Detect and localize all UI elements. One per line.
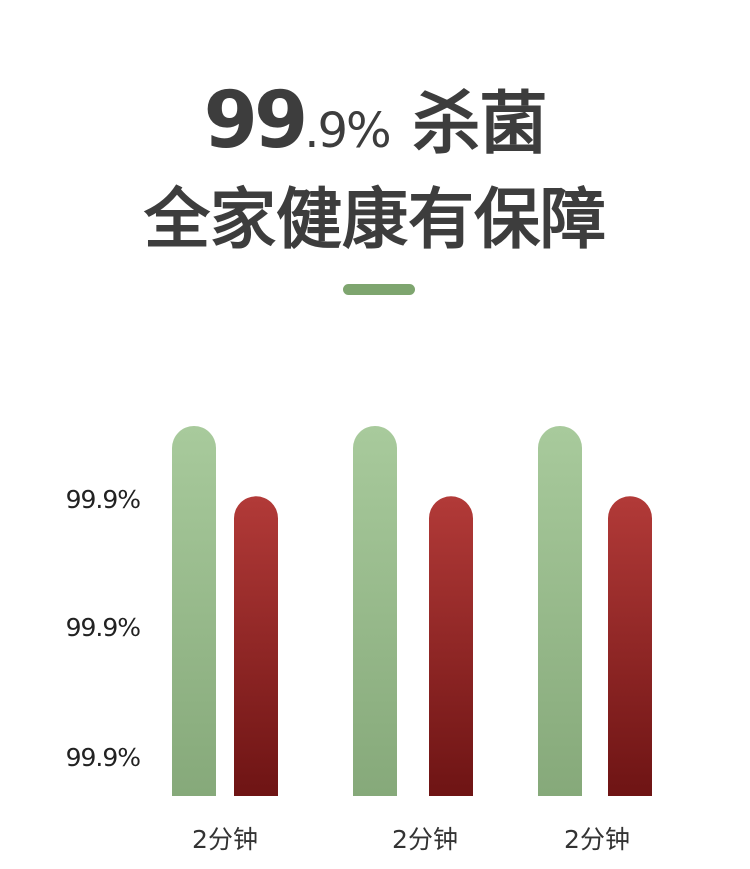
headline-suffix: 杀菌 (412, 85, 547, 164)
bar-series1-3 (538, 426, 582, 796)
x-category-label: 2分钟 (564, 825, 630, 854)
bar-series2-1 (234, 496, 278, 796)
y-tick-label: 99.9% (66, 613, 141, 642)
headline-title: 99.9% 杀菌 (0, 76, 750, 176)
headline-percent-main: 99 (203, 76, 309, 166)
headline-subtitle: 全家健康有保障 (144, 181, 606, 258)
divider (343, 284, 415, 295)
x-category-label: 2分钟 (192, 825, 258, 854)
headline-percent-rest: .9% (304, 103, 391, 159)
bar-series2-2 (429, 496, 473, 796)
bar-series1-1 (172, 426, 216, 796)
x-category-label: 2分钟 (392, 825, 458, 854)
bar-series1-2 (353, 426, 397, 796)
y-tick-label: 99.9% (66, 743, 141, 772)
y-tick-label: 99.9% (66, 485, 141, 514)
bar-series2-3 (608, 496, 652, 796)
